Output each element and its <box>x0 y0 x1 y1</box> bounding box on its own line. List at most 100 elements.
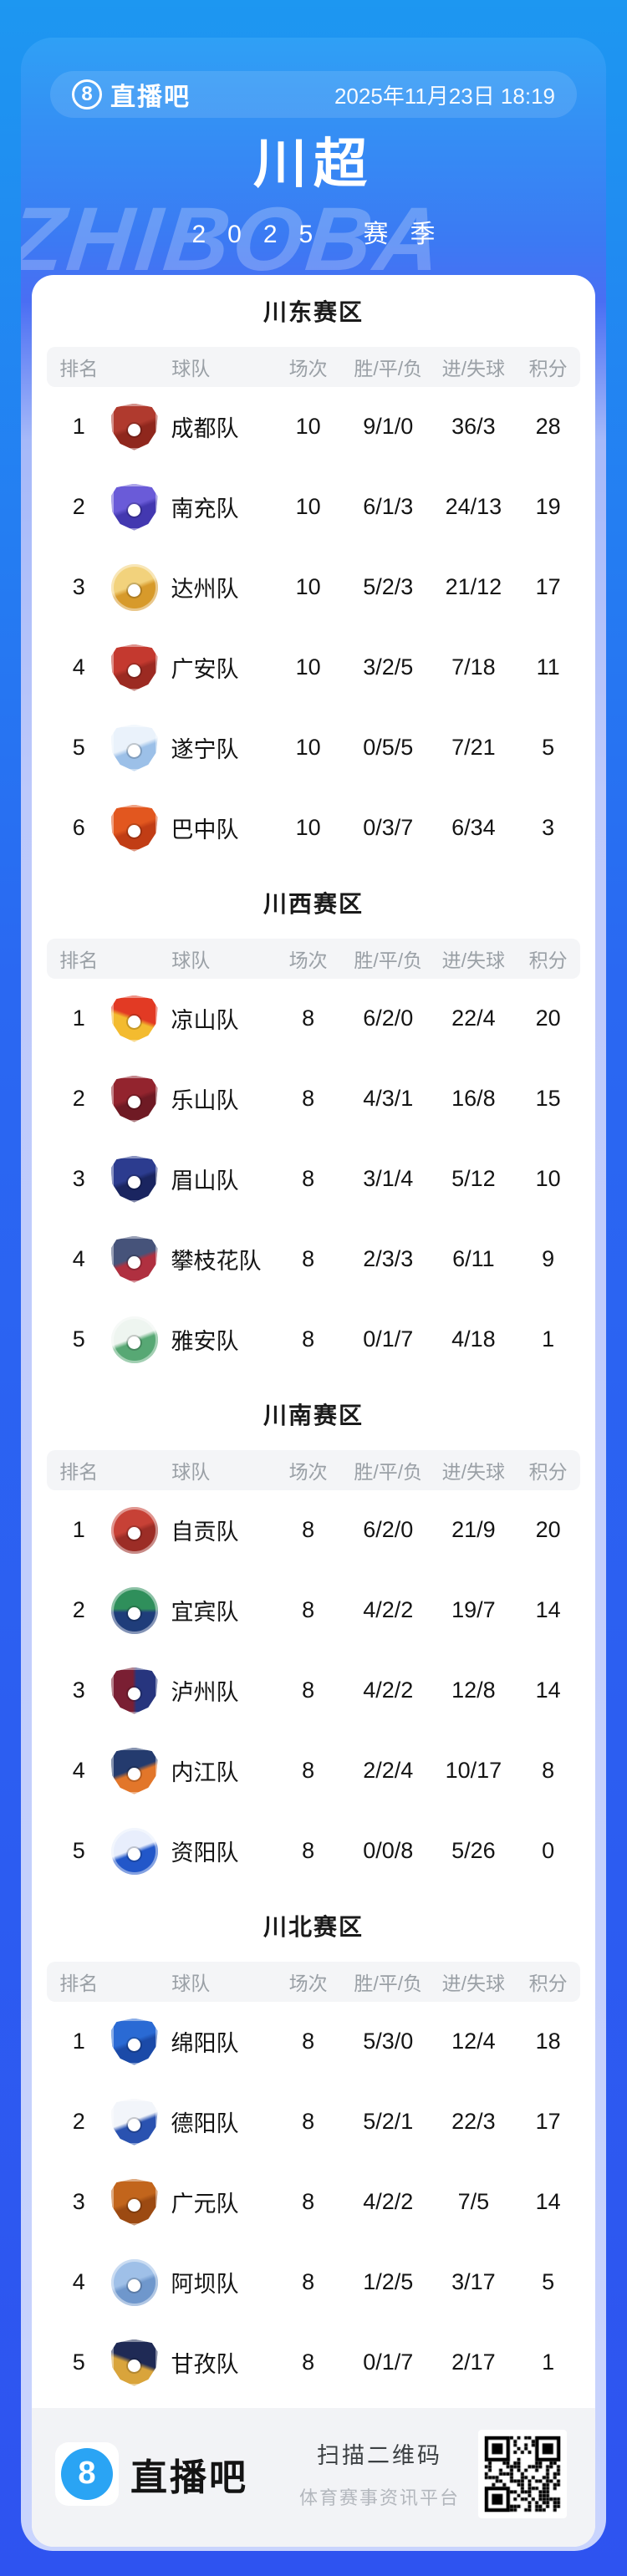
games-cell: 8 <box>302 1086 315 1112</box>
team-name: 眉山队 <box>171 1168 239 1194</box>
column-header-rank: 排名 <box>59 1460 99 1483</box>
points-cell: 1 <box>542 1326 555 1352</box>
table-row: 3 广元队 8 4/2/2 7/5 14 <box>32 2162 595 2243</box>
team-badge-icon <box>110 1155 158 1203</box>
division-section: 川西赛区 排名 球队 场次 胜/平/负 进/失球 积分 1 凉山队 8 6/2/… <box>32 890 595 1380</box>
goals-cell: 19/7 <box>451 1597 496 1623</box>
column-header-wdl: 胜/平/负 <box>354 1460 423 1483</box>
games-cell: 8 <box>302 1677 315 1703</box>
team-cell: 绵阳队 <box>110 2018 271 2065</box>
division-section: 川南赛区 排名 球队 场次 胜/平/负 进/失球 积分 1 自贡队 8 6/2/… <box>32 1402 595 1891</box>
wdl-cell: 4/3/1 <box>363 1086 414 1112</box>
team-badge-icon <box>110 1316 158 1363</box>
team-name: 雅安队 <box>171 1329 239 1355</box>
wdl-cell: 5/3/0 <box>363 2029 414 2054</box>
points-cell: 0 <box>542 1838 555 1864</box>
points-cell: 17 <box>535 574 561 600</box>
wdl-cell: 3/1/4 <box>363 1166 414 1192</box>
rank-cell: 3 <box>72 2189 85 2215</box>
team-cell: 攀枝花队 <box>110 1235 271 1283</box>
points-cell: 1 <box>542 2349 555 2375</box>
wdl-cell: 6/2/0 <box>363 1005 414 1031</box>
rank-cell: 1 <box>72 414 85 440</box>
team-name: 阿坝队 <box>171 2272 239 2298</box>
table-header-row: 排名 球队 场次 胜/平/负 进/失球 积分 <box>47 1449 580 1490</box>
team-cell: 阿坝队 <box>110 2258 271 2306</box>
goals-cell: 7/5 <box>457 2189 490 2215</box>
table-row: 5 资阳队 8 0/0/8 5/26 0 <box>32 1811 595 1891</box>
section-rows: 1 凉山队 8 6/2/0 22/4 20 2 乐山队 8 4/3/1 16/8… <box>32 979 595 1380</box>
column-header-wdl: 胜/平/负 <box>354 949 423 971</box>
team-cell: 南充队 <box>110 483 271 531</box>
column-header-wdl: 胜/平/负 <box>354 1972 423 1994</box>
goals-cell: 12/4 <box>451 2029 496 2054</box>
wdl-cell: 6/2/0 <box>363 1517 414 1543</box>
rank-cell: 5 <box>72 1838 85 1864</box>
team-cell: 凉山队 <box>110 995 271 1042</box>
rank-cell: 1 <box>72 1005 85 1031</box>
wdl-cell: 0/0/8 <box>363 1838 414 1864</box>
table-row: 5 甘孜队 8 0/1/7 2/17 1 <box>32 2323 595 2403</box>
table-row: 6 巴中队 10 0/3/7 6/34 3 <box>32 788 595 868</box>
team-badge-icon <box>110 1586 158 1634</box>
goals-cell: 24/13 <box>445 494 502 520</box>
table-row: 2 南充队 10 6/1/3 24/13 19 <box>32 467 595 547</box>
points-cell: 18 <box>535 2029 561 2054</box>
team-cell: 宜宾队 <box>110 1586 271 1634</box>
table-row: 3 泸州队 8 4/2/2 12/8 14 <box>32 1651 595 1731</box>
games-cell: 10 <box>295 414 321 440</box>
table-row: 4 内江队 8 2/2/4 10/17 8 <box>32 1731 595 1811</box>
goals-cell: 3/17 <box>451 2269 496 2295</box>
column-header-games: 场次 <box>288 357 328 379</box>
team-badge-icon <box>110 1235 158 1283</box>
goals-cell: 4/18 <box>451 1326 496 1352</box>
goals-cell: 21/12 <box>445 574 502 600</box>
column-header-games: 场次 <box>288 949 328 971</box>
goals-cell: 36/3 <box>451 414 496 440</box>
wdl-cell: 0/5/5 <box>363 735 414 761</box>
zhibo8-footer-logo-icon: 8 <box>61 2447 113 2500</box>
team-badge-icon <box>110 1667 158 1714</box>
goals-cell: 22/3 <box>451 2109 496 2135</box>
games-cell: 8 <box>302 2189 315 2215</box>
column-header-points: 积分 <box>528 1972 568 1994</box>
points-cell: 17 <box>535 2109 561 2135</box>
footer-slogan: 体育赛事资讯平台 <box>298 2487 460 2509</box>
goals-cell: 2/17 <box>451 2349 496 2375</box>
wdl-cell: 1/2/5 <box>363 2269 414 2295</box>
table-row: 4 阿坝队 8 1/2/5 3/17 5 <box>32 2243 595 2323</box>
games-cell: 10 <box>295 654 321 680</box>
team-badge-icon <box>110 403 158 451</box>
wdl-cell: 4/2/2 <box>363 1677 414 1703</box>
poster-card: ZHIBOBA 8 直播吧 2025年11月23日 18:19 川超 2025 … <box>21 38 606 2551</box>
column-header-team: 球队 <box>171 357 211 379</box>
rank-cell: 5 <box>72 1326 85 1352</box>
team-cell: 资阳队 <box>110 1827 271 1875</box>
column-header-team: 球队 <box>171 1972 211 1994</box>
team-cell: 巴中队 <box>110 804 271 852</box>
column-header-goals: 进/失球 <box>441 357 506 379</box>
goals-cell: 22/4 <box>451 1005 496 1031</box>
team-name: 乐山队 <box>171 1088 239 1114</box>
team-badge-icon <box>110 2178 158 2226</box>
column-header-goals: 进/失球 <box>441 949 506 971</box>
goals-cell: 5/12 <box>451 1166 496 1192</box>
team-badge-icon <box>110 724 158 771</box>
team-cell: 乐山队 <box>110 1075 271 1123</box>
games-cell: 8 <box>302 1005 315 1031</box>
team-name: 达州队 <box>171 577 239 603</box>
team-name: 自贡队 <box>171 1520 239 1545</box>
rank-cell: 4 <box>72 1246 85 1272</box>
column-header-wdl: 胜/平/负 <box>354 357 423 379</box>
season-subtitle: 2025 赛季 <box>191 220 457 248</box>
table-header-row: 排名 球队 场次 胜/平/负 进/失球 积分 <box>47 346 580 387</box>
games-cell: 8 <box>302 1838 315 1864</box>
games-cell: 8 <box>302 1517 315 1543</box>
division-section: 川北赛区 排名 球队 场次 胜/平/负 进/失球 积分 1 绵阳队 8 5/3/… <box>32 1913 595 2403</box>
division-title: 川西赛区 <box>263 890 364 917</box>
rank-cell: 4 <box>72 654 85 680</box>
goals-cell: 7/18 <box>451 654 496 680</box>
team-badge-icon <box>110 2339 158 2386</box>
footer-brand: 8 直播吧 <box>55 2441 248 2506</box>
games-cell: 10 <box>295 494 321 520</box>
